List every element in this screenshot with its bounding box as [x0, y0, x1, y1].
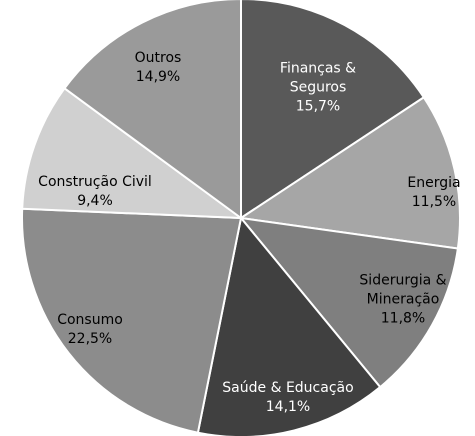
- slice: [63, 0, 242, 220]
- slice-label: Energia 11,5%: [394, 174, 474, 212]
- slice-label: Construção Civil 9,4%: [20, 173, 170, 211]
- category-label: Siderurgia & Mineração: [359, 272, 447, 308]
- slice: [240, 0, 426, 220]
- slice: [238, 95, 461, 250]
- category-label: Saúde & Educação: [222, 380, 354, 396]
- value-label: 22,5%: [67, 331, 113, 347]
- value-label: 14,1%: [265, 399, 311, 415]
- slice: [21, 86, 245, 220]
- slice-label: Siderurgia & Mineração 11,8%: [348, 272, 458, 329]
- slice-label: Finanças & Seguros 15,7%: [263, 60, 373, 117]
- category-label: Outros: [134, 50, 182, 66]
- slice-label: Consumo 22,5%: [35, 311, 145, 349]
- value-label: 9,4%: [77, 193, 113, 209]
- slice: [238, 216, 459, 389]
- value-label: 11,5%: [411, 194, 457, 210]
- category-label: Finanças & Seguros: [279, 60, 357, 96]
- category-label: Energia: [407, 175, 461, 191]
- category-label: Construção Civil: [38, 174, 152, 190]
- slice: [196, 215, 382, 436]
- value-label: 15,7%: [295, 98, 341, 115]
- slice-label: Saúde & Educação 14,1%: [203, 379, 373, 417]
- value-label: 11,8%: [380, 310, 426, 327]
- slice-label: Outros 14,9%: [113, 49, 203, 87]
- value-label: 14,9%: [135, 69, 181, 85]
- category-label: Consumo: [57, 312, 123, 328]
- slice: [21, 207, 243, 434]
